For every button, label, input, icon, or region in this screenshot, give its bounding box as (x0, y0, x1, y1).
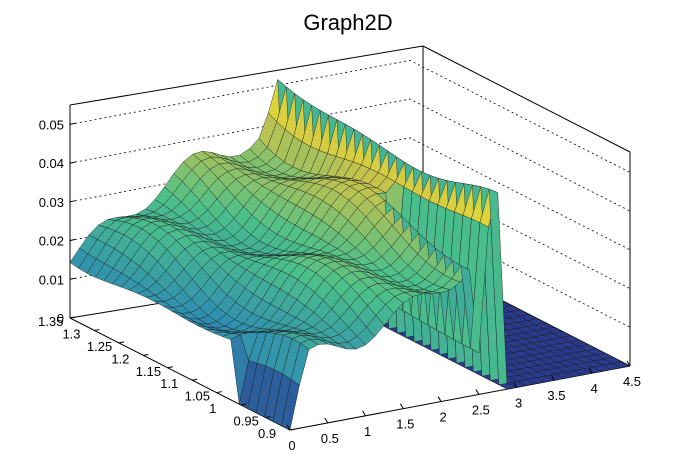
y-tick-mark (289, 428, 296, 431)
z-tick-mark (69, 122, 76, 125)
z-tick-label: 0.03 (39, 195, 64, 210)
y-tick-mark (94, 328, 100, 331)
y-tick-label: 1.3 (62, 326, 80, 341)
y-tick-mark (167, 366, 173, 369)
y-tick-mark (69, 316, 76, 319)
z-tick-labels: 0 0.01 0.02 0.03 0.04 0.05 (39, 117, 76, 326)
z-tick-mark (69, 161, 76, 164)
y-tick-mark (192, 378, 198, 381)
z-tick-label: 0 (57, 311, 64, 326)
x-tick-mark (475, 389, 480, 395)
x-tick-label: 3 (515, 395, 522, 410)
frame-back-top (69, 45, 424, 106)
z-tick-mark (69, 239, 76, 242)
grid-line (69, 98, 631, 212)
z-tick-label: 0.02 (39, 234, 64, 249)
y-tick-mark (143, 353, 149, 356)
chart-title: Graph2D (303, 10, 392, 35)
y-tick-labels: 0.90.95 11.05 1.11.15 1.21.25 1.31.35 (38, 314, 296, 441)
y-tick-label: 1.2 (111, 351, 129, 366)
z-tick-label: 0.05 (39, 117, 64, 132)
x-tick-label: 1.5 (396, 417, 414, 432)
x-tick-label: 3.5 (547, 388, 565, 403)
y-tick-label: 0.95 (234, 414, 259, 429)
x-tick-label: 1 (364, 424, 371, 439)
surface-plot (69, 79, 631, 431)
z-tick-mark (69, 277, 76, 280)
y-tick-label: 1.15 (136, 364, 161, 379)
x-tick-mark (286, 424, 291, 431)
frame-back-right (422, 45, 631, 153)
y-tick-label: 1.35 (38, 314, 63, 329)
y-tick-label: 1.1 (160, 376, 178, 391)
x-tick-mark (588, 367, 593, 374)
x-tick-label: 2 (439, 410, 446, 425)
x-tick-label: 0.5 (321, 431, 339, 446)
z-tick-mark (69, 200, 76, 203)
x-tick-mark (437, 396, 442, 402)
x-tick-label: 4 (591, 381, 598, 396)
x-tick-mark (399, 403, 404, 409)
y-tick-label: 1 (209, 401, 216, 416)
z-tick-label: 0.04 (39, 156, 64, 171)
y-tick-label: 0.9 (258, 426, 276, 441)
x-tick-mark (551, 374, 555, 381)
z-tick-label: 0.01 (39, 272, 64, 287)
x-tick-label: 4.5 (623, 374, 641, 389)
surface-cell (611, 361, 631, 368)
y-tick-label: 1.25 (87, 339, 112, 354)
y-tick-label: 1.05 (185, 389, 210, 404)
x-tick-mark (626, 360, 631, 367)
x-tick-label: 0 (288, 438, 295, 453)
x-tick-mark (324, 417, 329, 424)
grid-line (69, 59, 631, 173)
y-tick-mark (265, 416, 271, 419)
y-tick-mark (241, 403, 247, 406)
x-tick-label: 2.5 (472, 402, 490, 417)
x-tick-mark (362, 410, 366, 417)
x-tick-labels: 0 0.5 1 1.5 2 2.5 3 3.5 4 4.5 (286, 360, 641, 453)
y-tick-mark (216, 391, 222, 394)
y-tick-mark (118, 341, 124, 344)
x-tick-mark (513, 382, 518, 388)
